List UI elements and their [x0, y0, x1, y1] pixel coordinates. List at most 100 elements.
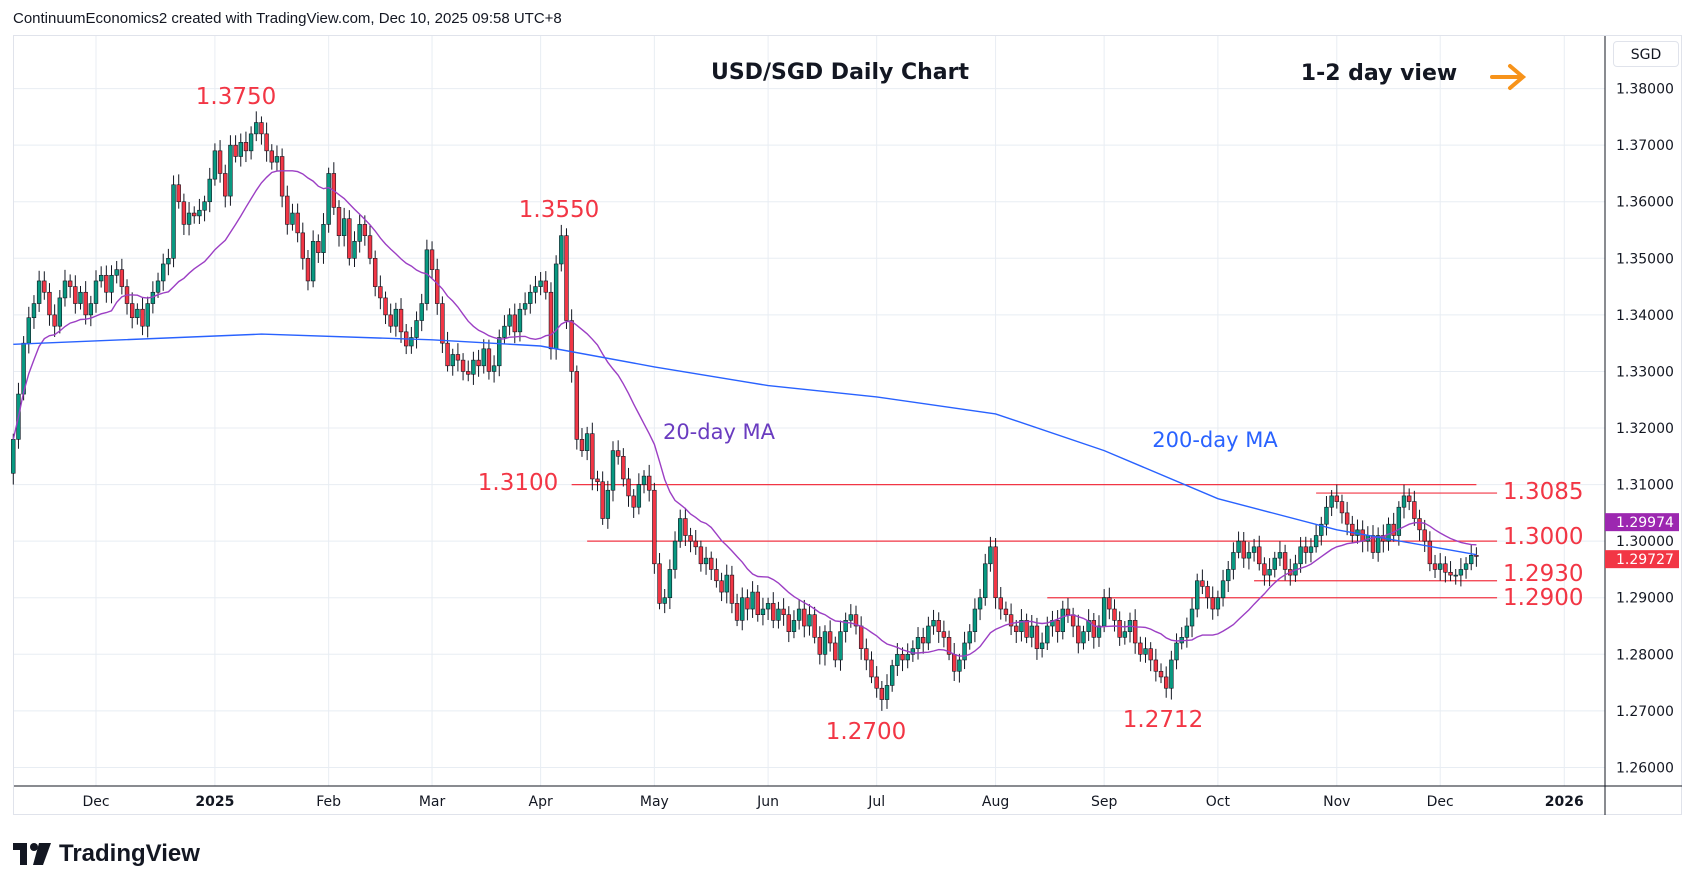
candle-down: [590, 433, 595, 480]
candle: [248, 126, 254, 160]
candle-down: [47, 291, 52, 316]
candle-up: [497, 337, 502, 367]
candle: [543, 271, 548, 300]
candle-down: [574, 371, 580, 440]
candle: [827, 620, 833, 652]
candle-down: [827, 631, 833, 644]
candle: [817, 626, 823, 665]
candle: [1055, 610, 1060, 643]
candle-up: [155, 280, 161, 293]
candle-up: [703, 557, 709, 565]
candle: [662, 589, 667, 614]
candle-up: [1272, 557, 1277, 570]
chart-title: USD/SGD Daily Chart: [710, 60, 970, 85]
candle-down: [223, 173, 228, 197]
candle: [274, 145, 280, 171]
candle-up: [517, 308, 523, 333]
candle-up: [678, 518, 683, 542]
candle: [290, 203, 295, 231]
candle-up: [161, 263, 166, 282]
candle: [129, 292, 135, 329]
candle: [998, 586, 1003, 620]
candle-up: [1189, 608, 1195, 627]
candle-down: [1257, 546, 1262, 565]
candle-down: [176, 184, 181, 203]
annotation-high-1.3550: 1.3550: [518, 197, 600, 223]
candle: [1143, 637, 1148, 663]
candle-up: [1313, 535, 1319, 548]
grid: [14, 36, 1605, 786]
candle: [1412, 490, 1417, 526]
last-price-tag-text: 1.29727: [1616, 552, 1674, 568]
candle-up: [62, 280, 68, 299]
candle-up: [760, 608, 766, 616]
candle: [310, 230, 316, 288]
candle-down: [729, 574, 735, 604]
candle-up: [1396, 506, 1402, 536]
candle: [776, 601, 781, 629]
tradingview-logo[interactable]: TradingView: [13, 840, 200, 868]
candle-up: [254, 122, 259, 135]
annotation-low-1.2700: 1.2700: [825, 719, 907, 745]
candle: [972, 598, 978, 643]
candle: [1065, 598, 1071, 623]
candle-up: [672, 540, 678, 570]
candle: [1086, 609, 1091, 641]
candle-down: [864, 648, 869, 661]
candle: [264, 122, 269, 162]
candle: [1427, 531, 1433, 572]
candle-down: [1055, 620, 1060, 632]
x-tick-label: 2025: [195, 794, 234, 810]
candle-down: [1427, 540, 1433, 565]
candle: [78, 285, 83, 310]
candle: [424, 239, 430, 311]
candle-up: [212, 150, 218, 180]
candle-up: [31, 303, 37, 319]
candle: [1438, 553, 1443, 581]
candle: [1189, 598, 1195, 638]
x-tick-label: 2026: [1545, 794, 1584, 810]
candle-up: [895, 653, 900, 666]
candle: [993, 538, 998, 609]
candle-down: [217, 150, 223, 174]
candle-down: [52, 314, 57, 327]
candle: [781, 598, 786, 626]
candle-up: [145, 303, 150, 327]
candle: [1158, 663, 1164, 684]
candle: [1334, 484, 1340, 509]
candle: [936, 612, 941, 643]
candle: [693, 529, 698, 555]
candle: [1474, 547, 1479, 567]
annotation-level-1.2900: 1.2900: [1503, 585, 1584, 611]
candle-down: [445, 342, 450, 367]
candle-down: [104, 274, 109, 293]
candle: [652, 482, 657, 574]
candle: [1039, 632, 1045, 658]
candle-down: [853, 614, 859, 627]
candle-down: [657, 563, 662, 604]
candle: [858, 616, 864, 660]
candle-up: [352, 241, 357, 259]
candle-down: [398, 308, 404, 333]
candle: [1050, 610, 1055, 637]
candle: [1370, 525, 1376, 559]
candle: [1241, 532, 1246, 568]
candle-down: [1210, 597, 1215, 610]
candle-down: [564, 235, 569, 321]
candle-down: [1076, 625, 1081, 644]
candle-down: [1138, 642, 1143, 655]
candle: [1453, 568, 1458, 585]
candle: [372, 250, 378, 297]
candle-up: [419, 303, 424, 321]
candle-down: [1070, 614, 1076, 627]
x-tick-label: Mar: [419, 794, 446, 810]
candle: [553, 255, 559, 360]
currency-button[interactable]: SGD: [1613, 41, 1679, 67]
candle-up: [848, 614, 854, 621]
candle-down: [1132, 620, 1138, 644]
candle: [11, 433, 16, 485]
candle-up: [1298, 546, 1303, 565]
candle-up: [450, 354, 455, 367]
last-price-tag: 1.29727: [1605, 550, 1679, 569]
